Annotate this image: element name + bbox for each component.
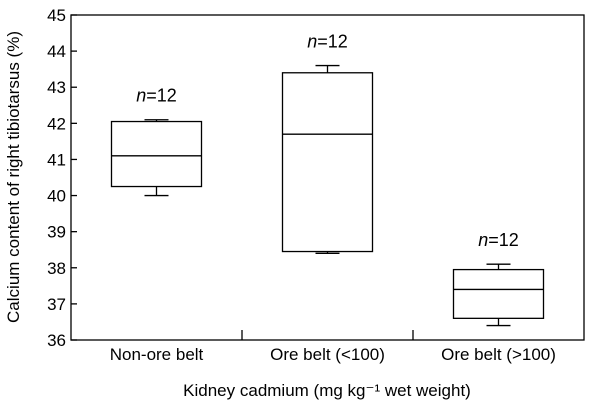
y-tick-label: 39 bbox=[47, 223, 66, 242]
y-tick-label: 41 bbox=[47, 150, 66, 169]
box-series: n=12 n=12 n=12 bbox=[110, 32, 545, 327]
box-group: n=12 bbox=[110, 86, 203, 197]
y-tick-label: 43 bbox=[47, 78, 66, 97]
y-tick-label: 36 bbox=[47, 331, 66, 350]
x-category-label: Non-ore belt bbox=[110, 345, 204, 364]
iqr-box bbox=[452, 268, 545, 319]
y-tick-label: 42 bbox=[47, 114, 66, 133]
y-tick-label: 40 bbox=[47, 187, 66, 206]
y-tick-label: 37 bbox=[47, 295, 66, 314]
x-axis-title: Kidney cadmium (mg kg⁻¹ wet weight) bbox=[183, 381, 471, 400]
y-tick-label: 44 bbox=[47, 42, 66, 61]
sample-size-label: n=12 bbox=[136, 86, 177, 106]
y-tick-label: 45 bbox=[47, 6, 66, 25]
iqr-box bbox=[110, 120, 203, 188]
sample-size-label: n=12 bbox=[478, 230, 519, 250]
y-tick-label: 38 bbox=[47, 259, 66, 278]
x-category-label: Ore belt (<100) bbox=[270, 345, 385, 364]
x-axis: Non-ore belt Ore belt (<100) Ore belt (>10… bbox=[110, 330, 556, 364]
y-axis: 36 37 38 39 40 41 42 43 44 45 bbox=[47, 6, 77, 350]
x-category-label: Ore belt (>100) bbox=[441, 345, 556, 364]
box-group: n=12 bbox=[452, 230, 545, 327]
sample-size-label: n=12 bbox=[307, 32, 348, 52]
box-group: n=12 bbox=[281, 32, 374, 254]
iqr-box bbox=[281, 72, 374, 253]
y-axis-title: Calcium content of right tibiotarsus (%) bbox=[4, 31, 23, 323]
plot-frame bbox=[70, 14, 585, 341]
